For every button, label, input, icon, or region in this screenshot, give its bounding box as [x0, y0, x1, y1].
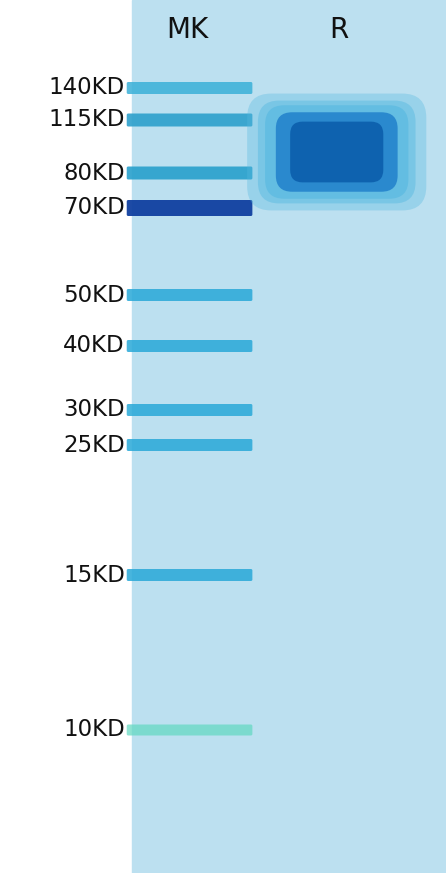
FancyBboxPatch shape	[127, 289, 252, 301]
FancyBboxPatch shape	[127, 439, 252, 451]
Text: 70KD: 70KD	[63, 196, 125, 219]
FancyBboxPatch shape	[127, 404, 252, 416]
FancyBboxPatch shape	[127, 569, 252, 581]
FancyBboxPatch shape	[247, 93, 426, 210]
Text: 30KD: 30KD	[63, 398, 125, 422]
FancyBboxPatch shape	[127, 340, 252, 352]
Text: R: R	[329, 16, 349, 44]
Text: 115KD: 115KD	[48, 108, 125, 132]
FancyBboxPatch shape	[127, 113, 252, 127]
FancyBboxPatch shape	[127, 725, 252, 735]
FancyBboxPatch shape	[265, 106, 409, 199]
FancyBboxPatch shape	[127, 82, 252, 94]
Text: MK: MK	[166, 16, 208, 44]
Text: 50KD: 50KD	[63, 284, 125, 306]
Bar	[132, 0, 446, 873]
Text: 140KD: 140KD	[49, 77, 125, 100]
FancyBboxPatch shape	[290, 121, 383, 182]
Text: 25KD: 25KD	[63, 434, 125, 457]
FancyBboxPatch shape	[258, 100, 416, 203]
Bar	[0, 0, 132, 873]
FancyBboxPatch shape	[276, 113, 398, 192]
FancyBboxPatch shape	[127, 200, 252, 216]
Text: 10KD: 10KD	[63, 718, 125, 741]
Text: 80KD: 80KD	[63, 162, 125, 184]
FancyBboxPatch shape	[127, 167, 252, 180]
Text: 15KD: 15KD	[63, 563, 125, 587]
Text: 40KD: 40KD	[63, 334, 125, 358]
